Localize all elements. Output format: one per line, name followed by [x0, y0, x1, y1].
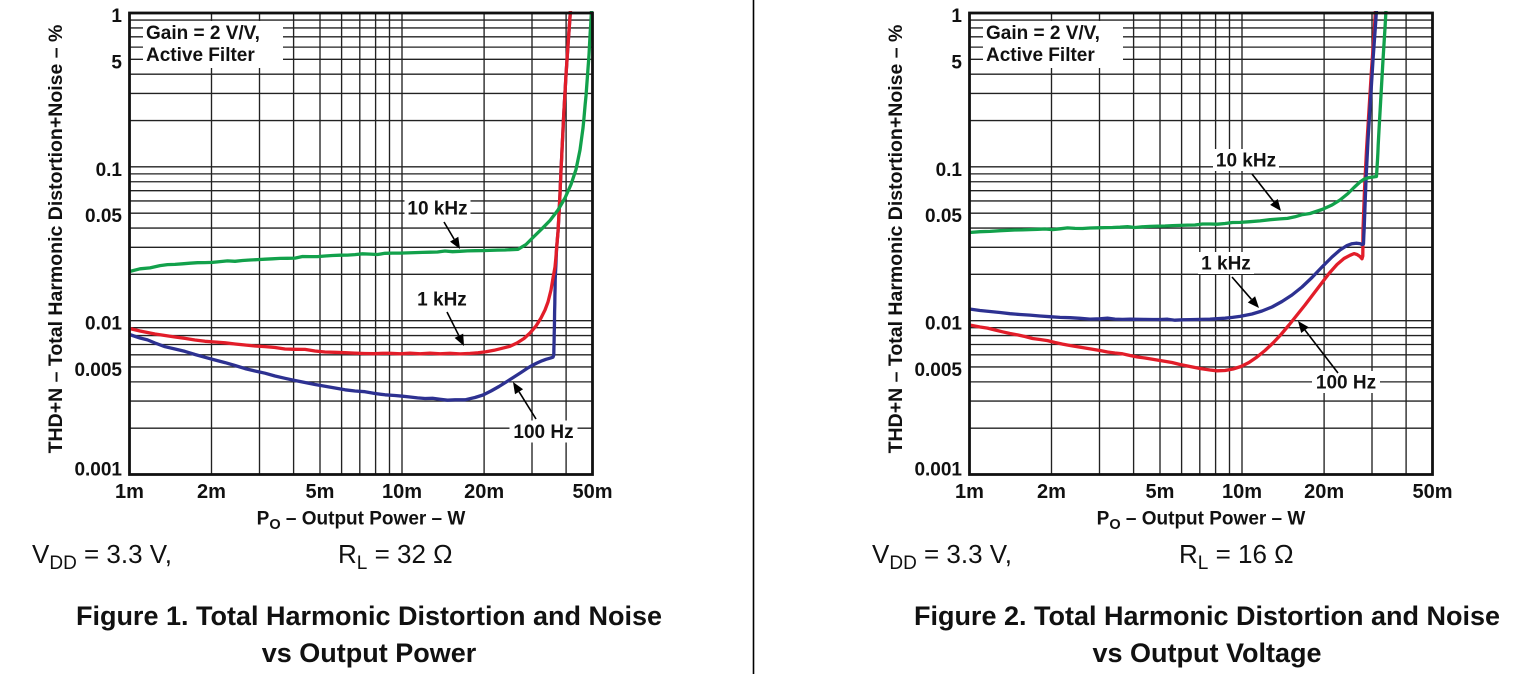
svg-text:THD+N – Total Harmonic Distort: THD+N – Total Harmonic Distortion+Noise … — [885, 25, 907, 454]
svg-text:5: 5 — [111, 52, 122, 73]
svg-text:50m: 50m — [572, 481, 612, 503]
svg-text:0.01: 0.01 — [925, 314, 962, 335]
svg-text:0.01: 0.01 — [85, 314, 122, 335]
svg-text:1: 1 — [111, 6, 122, 27]
svg-text:5m: 5m — [1146, 481, 1175, 503]
svg-text:5m: 5m — [306, 481, 335, 503]
svg-text:1m: 1m — [955, 481, 984, 503]
svg-text:0.001: 0.001 — [74, 459, 122, 480]
svg-text:1m: 1m — [115, 481, 144, 503]
svg-text:PO – Output Power – W: PO – Output Power – W — [257, 509, 466, 534]
svg-text:10m: 10m — [1222, 481, 1262, 503]
svg-text:1 kHz: 1 kHz — [417, 290, 467, 311]
svg-text:50m: 50m — [1412, 481, 1452, 503]
svg-text:PO – Output Power – W: PO – Output Power – W — [1097, 509, 1306, 534]
svg-text:1 kHz: 1 kHz — [1201, 254, 1251, 275]
svg-text:10m: 10m — [382, 481, 422, 503]
svg-text:THD+N – Total Harmonic Distort: THD+N – Total Harmonic Distortion+Noise … — [45, 25, 67, 454]
svg-text:5: 5 — [951, 52, 962, 73]
svg-text:0.005: 0.005 — [74, 360, 122, 381]
svg-text:10 kHz: 10 kHz — [407, 199, 467, 220]
svg-text:0.05: 0.05 — [85, 206, 122, 227]
svg-text:0.1: 0.1 — [936, 160, 963, 181]
svg-text:0.1: 0.1 — [96, 160, 123, 181]
svg-text:1: 1 — [951, 6, 962, 27]
svg-text:0.001: 0.001 — [914, 459, 962, 480]
svg-text:0.005: 0.005 — [914, 360, 962, 381]
svg-text:100 Hz: 100 Hz — [513, 422, 573, 443]
svg-text:20m: 20m — [1304, 481, 1344, 503]
svg-text:20m: 20m — [464, 481, 504, 503]
svg-text:100 Hz: 100 Hz — [1316, 373, 1376, 394]
svg-text:Gain = 2 V/V,: Gain = 2 V/V, — [986, 23, 1100, 44]
svg-text:Gain = 2 V/V,: Gain = 2 V/V, — [146, 23, 260, 44]
svg-text:10 kHz: 10 kHz — [1216, 151, 1276, 172]
svg-text:Active Filter: Active Filter — [146, 45, 255, 66]
svg-text:Active Filter: Active Filter — [986, 45, 1095, 66]
svg-text:2m: 2m — [197, 481, 226, 503]
svg-text:0.05: 0.05 — [925, 206, 962, 227]
svg-text:2m: 2m — [1037, 481, 1066, 503]
